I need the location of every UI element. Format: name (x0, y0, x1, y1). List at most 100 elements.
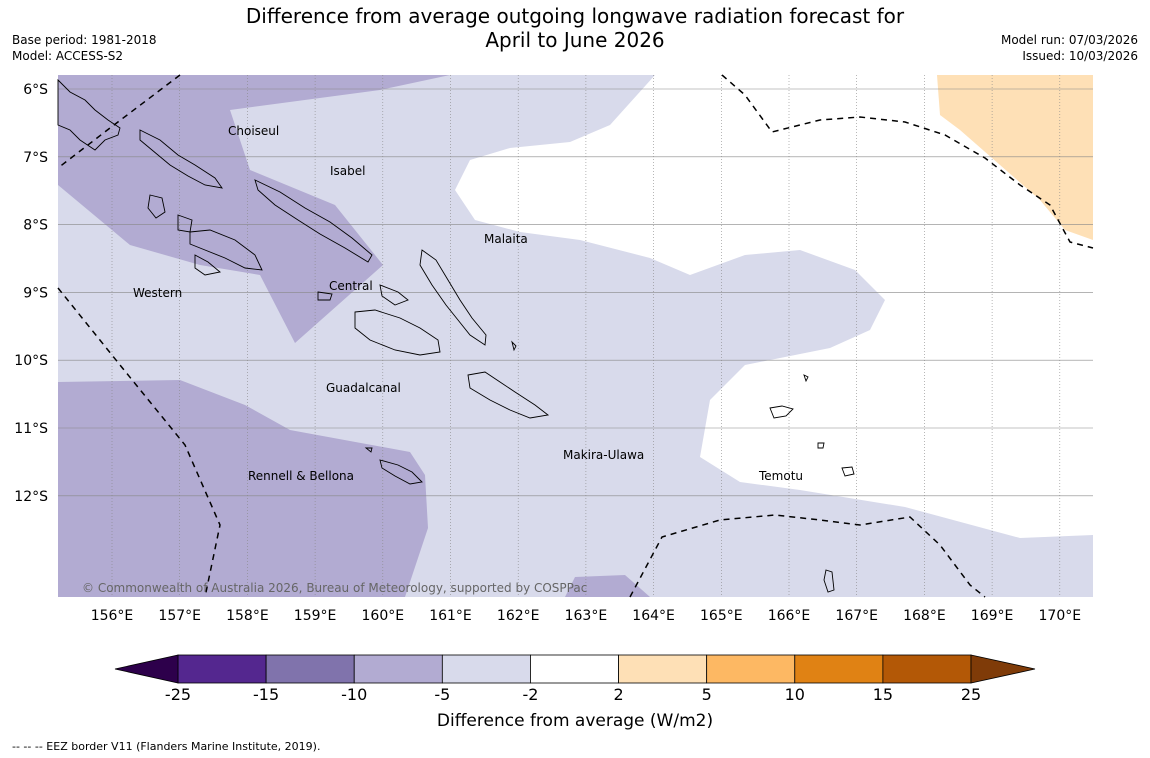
eez-border-northeast (721, 74, 1094, 249)
colorbar-segment (882, 654, 972, 684)
lat-tick-label: 12°S (14, 489, 48, 505)
colorbar-tick-label: -2 (522, 685, 538, 704)
island-anuta-tikopia (823, 569, 835, 593)
label-malaita: Malaita (484, 232, 528, 246)
colorbar-segment (530, 654, 619, 684)
lon-tick-label: 158°E (226, 608, 269, 624)
colorbar-segment (441, 654, 531, 684)
island-florida (379, 284, 409, 306)
lon-tick-label: 168°E (903, 608, 946, 624)
lon-tick-label: 167°E (835, 608, 878, 624)
lat-tick-label: 9°S (23, 285, 48, 301)
label-rennell-bellona: Rennell & Bellona (248, 469, 354, 483)
label-central: Central (329, 279, 373, 293)
colorbar-tick-label: -25 (165, 685, 191, 704)
base-period: Base period: 1981-2018 (12, 33, 157, 47)
island-utupua (817, 442, 825, 449)
eez-borders (57, 74, 1094, 598)
island-bellona (364, 447, 373, 453)
lat-tick-label: 11°S (14, 421, 48, 437)
label-temotu: Temotu (758, 469, 803, 483)
colorbar-tick-label: 25 (961, 685, 981, 704)
label-western: Western (133, 286, 182, 300)
island-malaita (419, 249, 487, 346)
colorbar-tick-label: 5 (702, 685, 712, 704)
lon-tick-label: 164°E (632, 608, 675, 624)
lon-tick-label: 165°E (700, 608, 743, 624)
island-isabel (254, 179, 373, 263)
meta-left: Base period: 1981-2018 Model: ACCESS-S2 (12, 32, 157, 64)
colorbar-extend-under (114, 654, 179, 684)
lon-tick-label: 160°E (362, 608, 405, 624)
lon-tick-label: 156°E (91, 608, 134, 624)
model-run: Model run: 07/03/2026 (1000, 33, 1138, 47)
colorbar: -25 -15 -10 -5 -2 2 5 10 15 25 (114, 654, 1036, 704)
lat-tick-label: 8°S (23, 218, 48, 234)
island-ulawa (511, 340, 517, 352)
island-reef-islands (803, 374, 809, 383)
colorbar-tick-label: -15 (253, 685, 279, 704)
lat-tick-label: 6°S (23, 82, 48, 98)
chart-title: Difference from average outgoing longwav… (0, 4, 1150, 52)
colorbar-segment (618, 654, 708, 684)
region-near-zero-east (455, 75, 1093, 538)
colorbar-segment (353, 654, 443, 684)
latitude-labels: 6°S 7°S 8°S 9°S 10°S 11°S 12°S (14, 82, 48, 505)
copyright-text: © Commonwealth of Australia 2026, Bureau… (82, 581, 587, 595)
colorbar-tick-label: -10 (341, 685, 367, 704)
lat-tick-label: 7°S (23, 150, 48, 166)
lon-tick-label: 162°E (497, 608, 540, 624)
colorbar-tick-label: 15 (873, 685, 893, 704)
longitude-labels: 156°E 157°E 158°E 159°E 160°E 161°E 162°E 163°E… (91, 608, 1081, 624)
colorbar-segment (177, 654, 267, 684)
island-rendova (194, 254, 222, 276)
lon-tick-label: 159°E (294, 608, 337, 624)
island-makira (467, 371, 550, 419)
lon-tick-label: 157°E (158, 608, 201, 624)
issued-date: Issued: 10/03/2026 (1022, 49, 1138, 63)
colorbar-tick-label: -5 (434, 685, 450, 704)
region-minus10-northwest (58, 75, 450, 343)
lon-tick-label: 166°E (768, 608, 811, 624)
lon-tick-label: 170°E (1039, 608, 1082, 624)
title-line-2: April to June 2026 (485, 28, 665, 52)
lat-tick-label: 10°S (14, 353, 48, 369)
province-labels: Choiseul Isabel Malaita Western Central … (133, 124, 803, 483)
colorbar-segment (794, 654, 884, 684)
island-guadalcanal (354, 309, 441, 356)
meta-right: Model run: 07/03/2026 Issued: 10/03/2026 (1001, 32, 1138, 64)
region-minus10-south (565, 575, 650, 597)
label-guadalcanal: Guadalcanal (326, 381, 401, 395)
gridlines (58, 75, 1093, 597)
island-rennell (379, 459, 423, 485)
colorbar-label: Difference from average (W/m2) (437, 711, 713, 731)
island-new-georgia (189, 229, 263, 271)
region-plus2-northeast (937, 75, 1093, 240)
region-minus10-southwest (58, 380, 428, 597)
island-choiseul (139, 129, 223, 189)
label-isabel: Isabel (330, 164, 365, 178)
title-line-1: Difference from average outgoing longwav… (245, 4, 905, 28)
lon-tick-label: 161°E (429, 608, 472, 624)
colorbar-segment (265, 654, 355, 684)
island-bougainville (57, 78, 121, 151)
coastlines (57, 78, 855, 593)
colorbar-extend-over (970, 654, 1036, 684)
island-vanikoro (841, 466, 855, 477)
island-russell (317, 291, 333, 301)
label-choiseul: Choiseul (228, 124, 279, 138)
colorbar-tick-label: 2 (613, 685, 623, 704)
eez-border-southeast (629, 514, 986, 598)
eez-footnote: -- -- -- EEZ border V11 (Flanders Marine… (12, 740, 321, 753)
colorbar-segment (706, 654, 796, 684)
model-name: Model: ACCESS-S2 (12, 49, 124, 63)
shaded-regions (58, 75, 1093, 597)
eez-border-southwest (57, 287, 221, 598)
label-makira-ulawa: Makira-Ulawa (563, 448, 644, 462)
lon-tick-label: 163°E (565, 608, 608, 624)
island-vella-lavella (147, 194, 166, 219)
island-nendo (769, 405, 794, 419)
lon-tick-label: 169°E (971, 608, 1014, 624)
colorbar-tick-label: 10 (785, 685, 805, 704)
